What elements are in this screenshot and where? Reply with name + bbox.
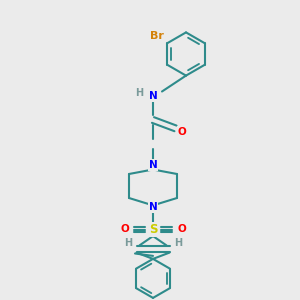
Text: N: N	[148, 202, 158, 212]
Text: N: N	[148, 160, 158, 170]
Text: H: H	[174, 238, 182, 248]
Text: O: O	[120, 224, 129, 235]
Text: H: H	[124, 238, 132, 248]
Text: H: H	[135, 88, 144, 98]
Text: O: O	[177, 224, 186, 235]
Text: O: O	[178, 127, 187, 137]
Text: S: S	[149, 223, 157, 236]
Text: Br: Br	[150, 31, 164, 41]
Text: N: N	[148, 91, 158, 101]
